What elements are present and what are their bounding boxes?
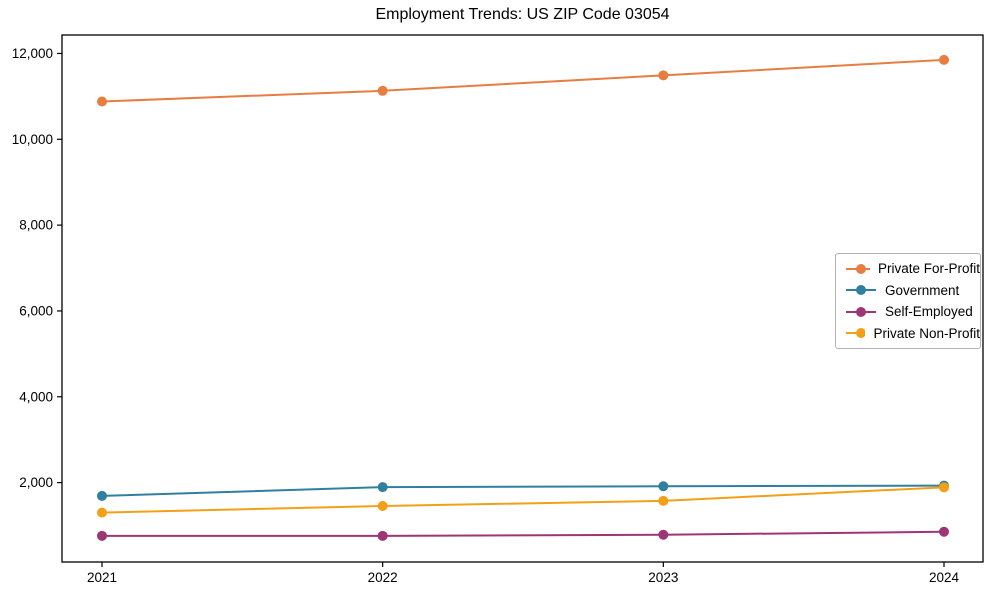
y-tick-label: 10,000 [12,132,53,147]
legend-swatch-line-marker-icon [846,328,866,339]
y-tick-label: 2,000 [19,475,53,490]
data-point-marker [377,85,388,96]
x-tick-label: 2024 [929,570,960,585]
data-point-marker [377,530,388,541]
x-tick-label: 2022 [368,570,398,585]
legend-item: Government [836,280,980,302]
data-point-marker [658,70,669,81]
series-line [101,58,945,103]
data-point-marker [658,529,669,540]
legend-label: Government [885,282,960,298]
y-tick-label: 12,000 [12,46,53,61]
y-tick-label: 8,000 [19,218,53,233]
data-point-marker [939,482,949,493]
data-point-marker [377,482,388,493]
legend-item: Private Non-Profit [836,323,980,345]
legend-swatch-line-marker-icon [846,263,870,274]
plot-border [61,34,984,563]
data-point-marker [658,495,669,506]
x-tick-label: 2021 [87,570,117,585]
data-point-marker [97,507,107,518]
legend-label: Private Non-Profit [873,325,980,341]
legend-label: Self-Employed [885,304,973,320]
chart-title: Employment Trends: US ZIP Code 03054 [375,6,670,23]
data-point-marker [658,481,669,492]
y-tick-label: 4,000 [19,389,53,404]
data-point-marker [97,530,107,541]
data-point-marker [377,500,388,511]
series-line [101,486,945,514]
legend-label: Private For-Profit [877,261,980,277]
legend-item: Self-Employed [836,301,980,323]
chart-legend: Private For-Profit Government Self-Employe… [835,253,981,349]
series-line [101,484,945,497]
legend-item: Private For-Profit [836,258,980,280]
data-point-marker [939,54,949,65]
data-point-marker [97,96,107,107]
x-tick-label: 2023 [648,570,678,585]
data-point-marker [97,490,107,501]
y-tick-label: 6,000 [19,303,53,318]
series-line [102,530,945,537]
legend-swatch-line-marker-icon [846,285,876,296]
legend-swatch-line-marker-icon [846,306,876,317]
data-point-marker [939,526,949,537]
